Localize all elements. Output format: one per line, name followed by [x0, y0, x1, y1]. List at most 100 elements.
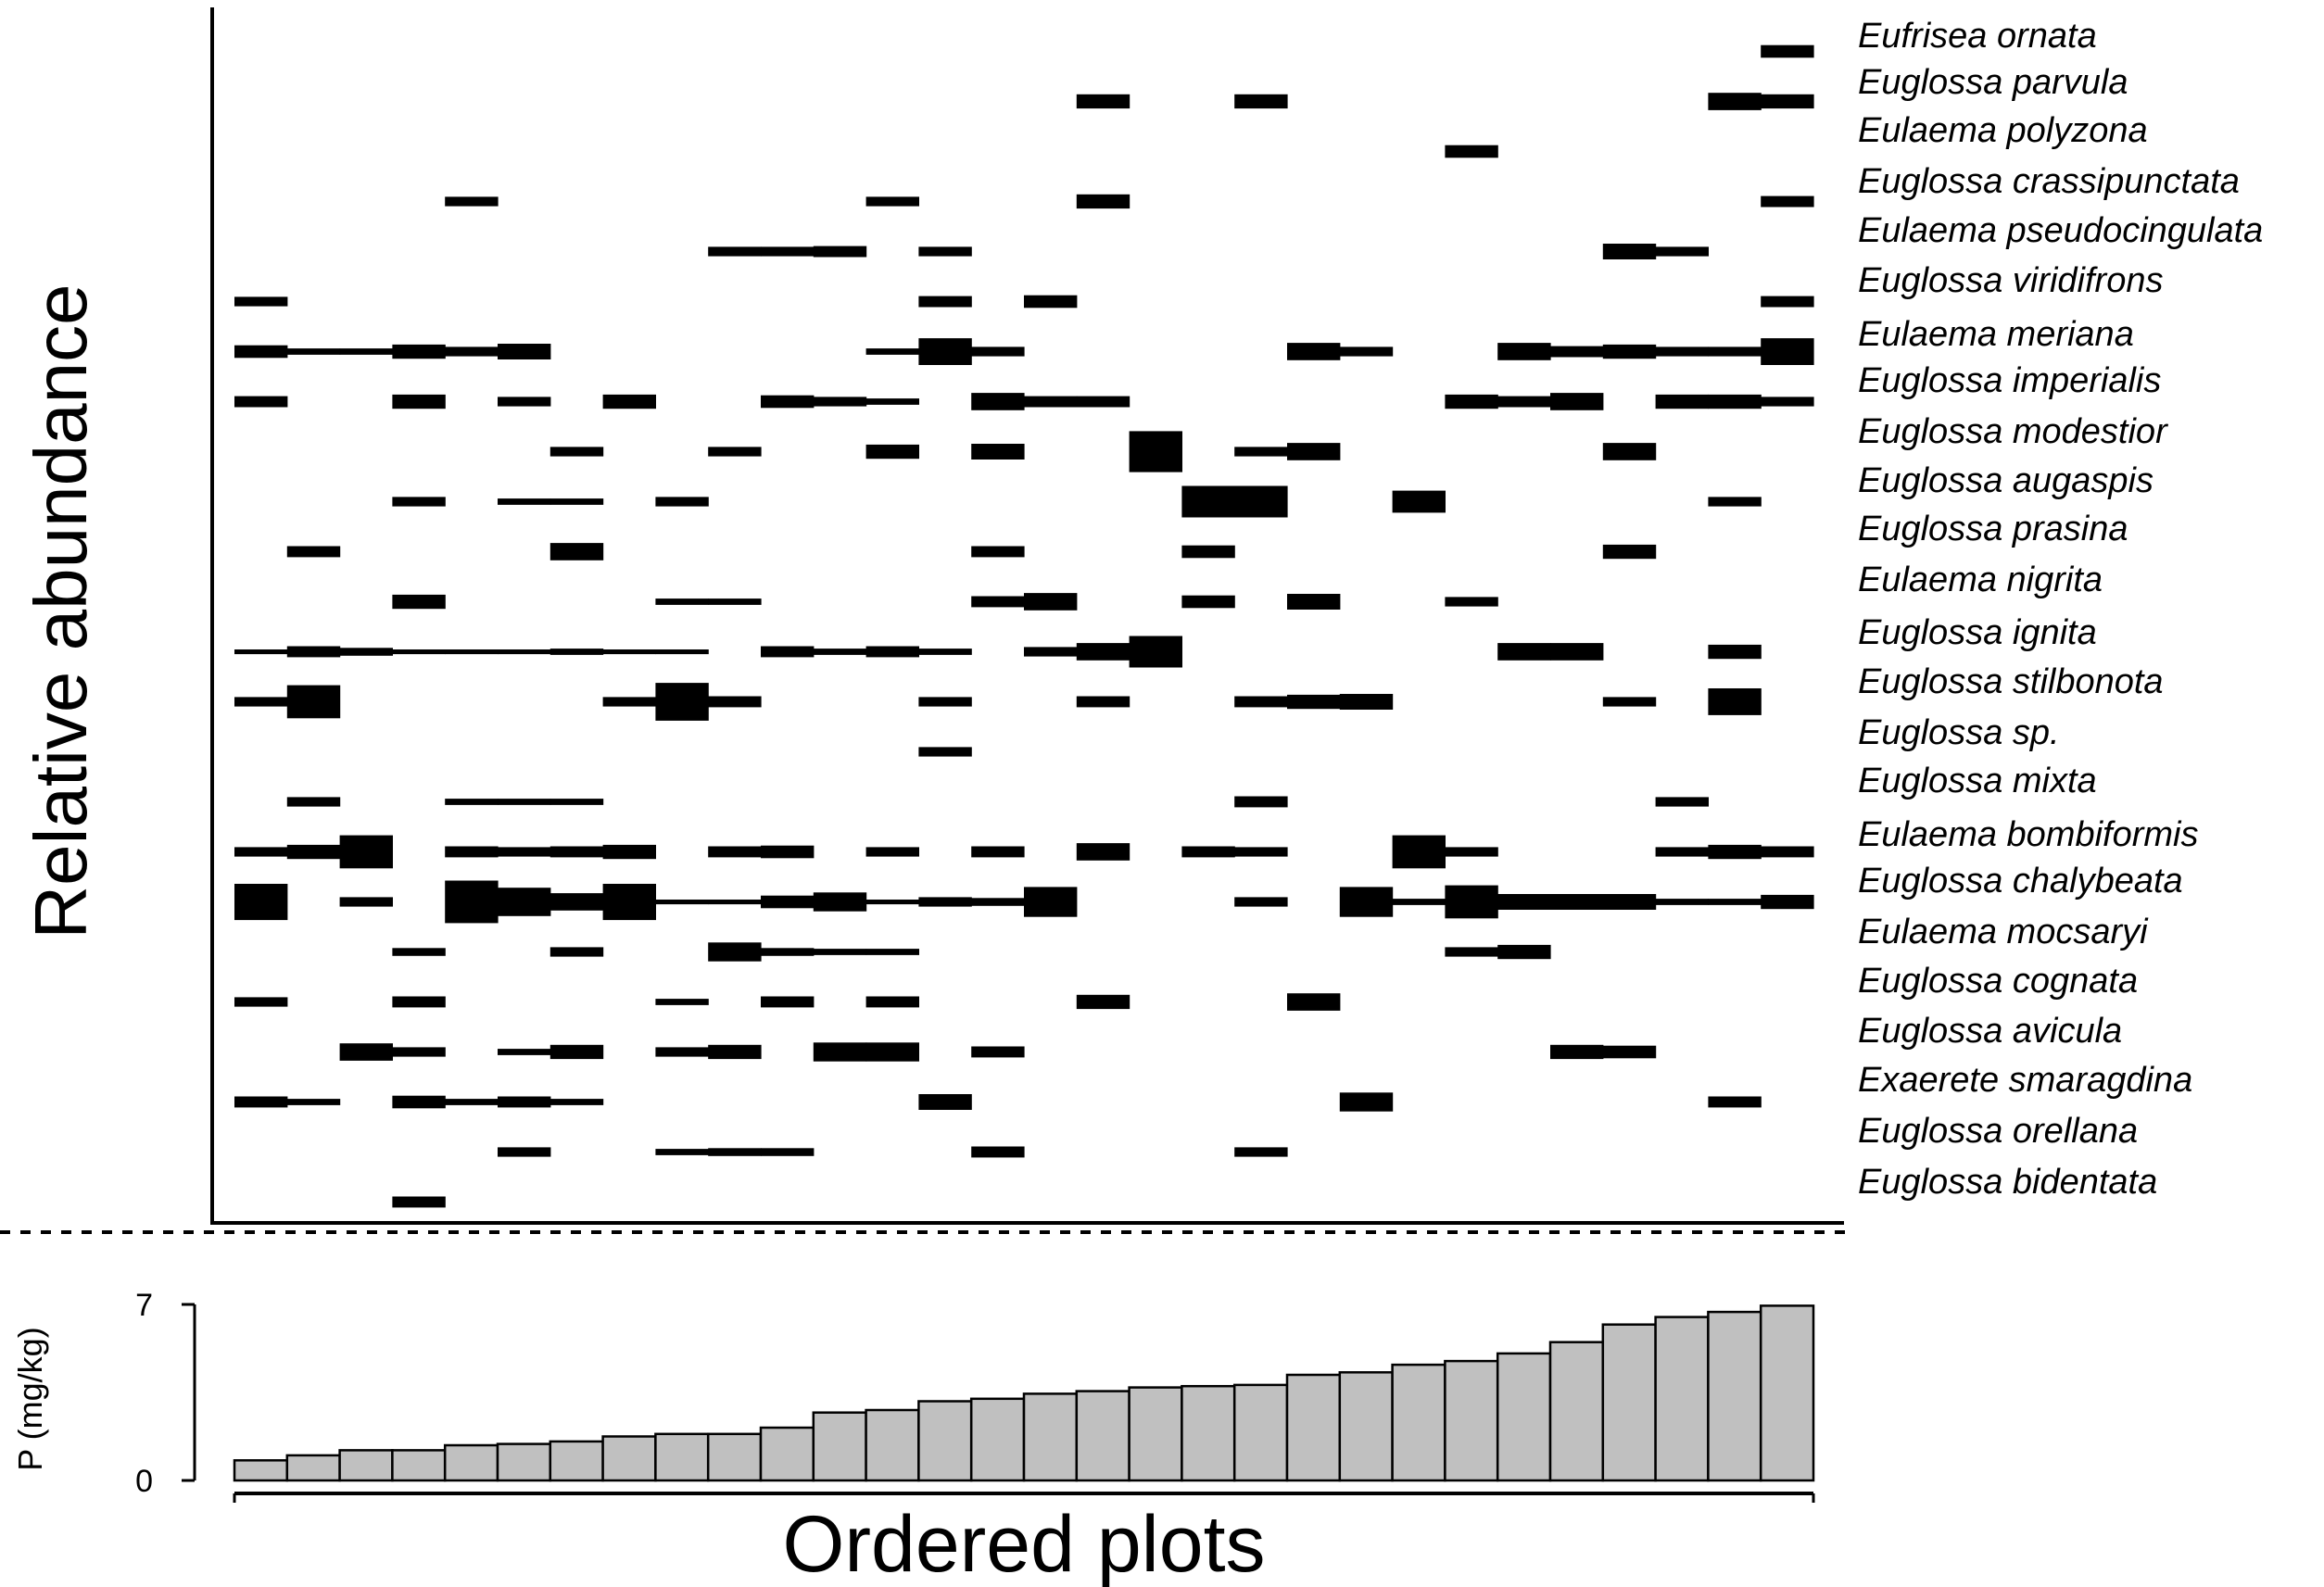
- bar: [1338, 1371, 1394, 1482]
- abundance-cell: [1287, 343, 1341, 360]
- abundance-cell: [1234, 796, 1288, 808]
- species-label: Euglossa stilbonota: [1858, 662, 2164, 701]
- bar: [706, 1432, 763, 1482]
- abundance-cell: [1602, 1045, 1657, 1059]
- abundance-cell: [1181, 595, 1235, 609]
- abundance-cell: [865, 996, 919, 1008]
- abundance-cell: [655, 1047, 709, 1057]
- abundance-cell: [392, 948, 446, 956]
- bars: [233, 1304, 1815, 1482]
- abundance-cell: [918, 697, 972, 707]
- bar: [1181, 1384, 1236, 1482]
- bar-y-ticks: 07: [135, 1288, 195, 1499]
- abundance-cell: [655, 900, 709, 905]
- abundance-cell: [1655, 797, 1709, 807]
- abundance-cell: [234, 396, 288, 408]
- bar: [1075, 1390, 1130, 1482]
- bar-y-tick-label: 7: [135, 1288, 153, 1323]
- abundance-cell: [761, 1148, 815, 1156]
- abundance-cell: [865, 398, 919, 405]
- abundance-cell: [392, 1047, 446, 1057]
- abundance-cell: [761, 395, 815, 409]
- abundance-cell: [1234, 485, 1288, 518]
- abundance-cell: [708, 900, 762, 905]
- abundance-cell: [1708, 394, 1762, 409]
- abundance-cell: [1602, 443, 1657, 460]
- abundance-cell: [234, 345, 288, 359]
- abundance-cell: [1129, 431, 1182, 472]
- species-label: Exaerete smaragdina: [1858, 1061, 2192, 1100]
- abundance-cell: [392, 497, 446, 507]
- abundance-cell: [1761, 296, 1814, 308]
- abundance-cell: [1234, 696, 1288, 708]
- abundance-cell: [655, 999, 709, 1005]
- abundance-cell: [708, 1148, 762, 1156]
- abundance-cell: [1708, 93, 1762, 110]
- abundance-cell: [865, 196, 919, 207]
- abundance-cell: [1602, 544, 1657, 560]
- abundance-cell: [1287, 594, 1341, 610]
- bar-y-axis-label: P (mg/kg): [11, 1327, 49, 1470]
- abundance-cell: [445, 649, 499, 655]
- abundance-cell: [1339, 1092, 1394, 1112]
- bar: [654, 1432, 710, 1482]
- species-labels: Eufrisea ornata Euglossa parvula Eulaema p…: [1858, 17, 2263, 1202]
- abundance-cell: [1076, 396, 1130, 408]
- abundance-cell: [445, 846, 499, 858]
- abundance-cell: [445, 346, 499, 357]
- abundance-cell: [1445, 597, 1498, 607]
- species-label: Euglossa sp.: [1858, 713, 2060, 752]
- bar-x-axis-label: Ordered plots: [782, 1500, 1265, 1587]
- abundance-cell: [1076, 696, 1130, 708]
- abundance-cell: [1024, 396, 1078, 408]
- species-label: Eulaema nigrita: [1858, 560, 2103, 599]
- bar: [1391, 1363, 1446, 1482]
- bar: [1128, 1386, 1183, 1482]
- abundance-cell: [813, 949, 867, 955]
- abundance-cell: [1550, 894, 1604, 910]
- abundance-cell: [549, 846, 604, 858]
- species-label: Eulaema pseudocingulata: [1858, 211, 2263, 250]
- heatmap-y-axis-label: Relative abundance: [19, 283, 102, 938]
- abundance-cell: [549, 1044, 604, 1060]
- abundance-cell: [286, 646, 341, 658]
- abundance-cell: [1445, 394, 1498, 409]
- species-label: Euglossa avicula: [1858, 1012, 2122, 1051]
- bar: [917, 1400, 973, 1482]
- abundance-cell: [392, 1196, 446, 1208]
- abundance-cell: [761, 845, 815, 859]
- abundance-cell: [971, 546, 1025, 558]
- species-label: Eulaema meriana: [1858, 315, 2134, 354]
- abundance-cell: [813, 246, 867, 258]
- bar: [1654, 1316, 1710, 1482]
- abundance-cell: [234, 997, 288, 1007]
- abundance-cell: [498, 847, 551, 857]
- abundance-cell: [498, 888, 551, 916]
- abundance-cell: [1181, 485, 1235, 518]
- abundance-cell: [1708, 1096, 1762, 1108]
- abundance-cell: [1761, 894, 1814, 910]
- abundance-cell: [1655, 394, 1709, 409]
- abundance-cell: [1076, 643, 1130, 661]
- abundance-cell: [1181, 846, 1235, 858]
- abundance-cell: [865, 900, 919, 905]
- species-label: Euglossa crassipunctata: [1858, 162, 2240, 201]
- bar: [969, 1397, 1026, 1482]
- abundance-cell: [445, 1099, 499, 1105]
- abundance-cell: [286, 348, 341, 355]
- abundance-cell: [971, 1146, 1025, 1158]
- abundance-cell: [761, 646, 815, 658]
- species-label: Euglossa imperialis: [1858, 361, 2161, 400]
- abundance-cell: [1234, 1147, 1288, 1157]
- abundance-cell: [708, 246, 762, 257]
- abundance-cell: [234, 697, 288, 707]
- abundance-cell: [865, 646, 919, 658]
- abundance-cell: [813, 1042, 867, 1062]
- abundance-cells: [234, 44, 1814, 1208]
- species-label: Euglossa bidentata: [1858, 1163, 2157, 1202]
- abundance-cell: [865, 949, 919, 955]
- abundance-cell: [339, 835, 393, 869]
- abundance-cell: [1602, 697, 1657, 707]
- abundance-cell: [498, 498, 551, 505]
- bar: [443, 1443, 499, 1482]
